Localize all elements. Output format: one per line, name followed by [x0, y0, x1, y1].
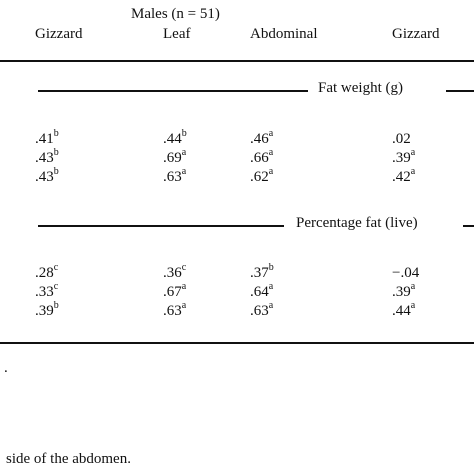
significance-superscript: a	[181, 166, 187, 177]
table-cell: .63a	[163, 166, 187, 186]
significance-superscript: b	[53, 300, 59, 311]
cell-value: .63	[163, 303, 182, 319]
group-header-males: Males (n = 51)	[131, 6, 220, 22]
cell-value: .42	[392, 169, 411, 185]
significance-superscript: a	[268, 300, 274, 311]
significance-superscript: b	[53, 128, 59, 139]
cell-value: .67	[163, 284, 182, 300]
table-cell: −.04	[392, 265, 419, 282]
section-line-percentage-fat	[38, 225, 284, 227]
table-cell: .43b	[35, 166, 59, 186]
table-cell: .33c	[35, 281, 59, 301]
table-cell: .42a	[392, 166, 416, 186]
footnote-dot: .	[4, 360, 8, 376]
cell-value: .44	[392, 303, 411, 319]
table-cell: .64a	[250, 281, 274, 301]
significance-superscript: c	[53, 281, 59, 292]
cell-value: .36	[163, 265, 182, 281]
significance-superscript: b	[268, 262, 274, 273]
significance-superscript: a	[268, 128, 274, 139]
significance-superscript: c	[181, 262, 187, 273]
significance-superscript: a	[410, 300, 416, 311]
cell-value: .02	[392, 131, 411, 147]
section-line-fat-weight-end	[446, 90, 474, 92]
significance-superscript: a	[268, 281, 274, 292]
cell-value: .37	[250, 265, 269, 281]
table-cell: .39a	[392, 281, 416, 301]
table-cell: .46a	[250, 128, 274, 148]
section-line-percentage-fat-end	[463, 225, 474, 227]
cell-value: −.04	[392, 265, 420, 281]
section-line-fat-weight	[38, 90, 308, 92]
footnote-abdomen: side of the abdomen.	[6, 451, 131, 467]
table-cell: .62a	[250, 166, 274, 186]
significance-superscript: a	[268, 147, 274, 158]
table-cell: .44b	[163, 128, 187, 148]
significance-superscript: a	[410, 147, 416, 158]
cell-value: .63	[250, 303, 269, 319]
cell-value: .69	[163, 150, 182, 166]
significance-superscript: b	[181, 128, 187, 139]
table-cell: .02	[392, 131, 411, 148]
significance-superscript: b	[53, 147, 59, 158]
significance-superscript: a	[410, 281, 416, 292]
cell-value: .43	[35, 150, 54, 166]
table-cell: .67a	[163, 281, 187, 301]
table-cell: .39a	[392, 147, 416, 167]
table-cell: .44a	[392, 300, 416, 320]
column-header-gizzard: Gizzard	[35, 26, 83, 42]
column-header-abdominal: Abdominal	[250, 26, 318, 42]
table-cell: .37b	[250, 262, 274, 282]
cell-value: .28	[35, 265, 54, 281]
cell-value: .62	[250, 169, 269, 185]
cell-value: .63	[163, 169, 182, 185]
bottom-rule	[0, 342, 474, 344]
cell-value: .39	[392, 150, 411, 166]
table-cell: .39b	[35, 300, 59, 320]
section-label-fat-weight: Fat weight (g)	[318, 80, 403, 96]
cell-value: .46	[250, 131, 269, 147]
significance-superscript: a	[181, 300, 187, 311]
table-cell: .66a	[250, 147, 274, 167]
cell-value: .33	[35, 284, 54, 300]
cell-value: .39	[392, 284, 411, 300]
cell-value: .66	[250, 150, 269, 166]
significance-superscript: c	[53, 262, 59, 273]
column-header-leaf: Leaf	[163, 26, 191, 42]
table-cell: .69a	[163, 147, 187, 167]
table-cell: .36c	[163, 262, 187, 282]
cell-value: .44	[163, 131, 182, 147]
significance-superscript: a	[181, 147, 187, 158]
section-label-percentage-fat: Percentage fat (live)	[296, 215, 418, 231]
significance-superscript: a	[181, 281, 187, 292]
table-cell: .63a	[250, 300, 274, 320]
column-header-gizzard-2: Gizzard	[392, 26, 440, 42]
cell-value: .43	[35, 169, 54, 185]
significance-superscript: a	[268, 166, 274, 177]
cell-value: .64	[250, 284, 269, 300]
significance-superscript: a	[410, 166, 416, 177]
table-cell: .41b	[35, 128, 59, 148]
table-cell: .43b	[35, 147, 59, 167]
header-rule	[0, 60, 474, 62]
table-cell: .28c	[35, 262, 59, 282]
cell-value: .41	[35, 131, 54, 147]
significance-superscript: b	[53, 166, 59, 177]
table-cell: .63a	[163, 300, 187, 320]
cell-value: .39	[35, 303, 54, 319]
